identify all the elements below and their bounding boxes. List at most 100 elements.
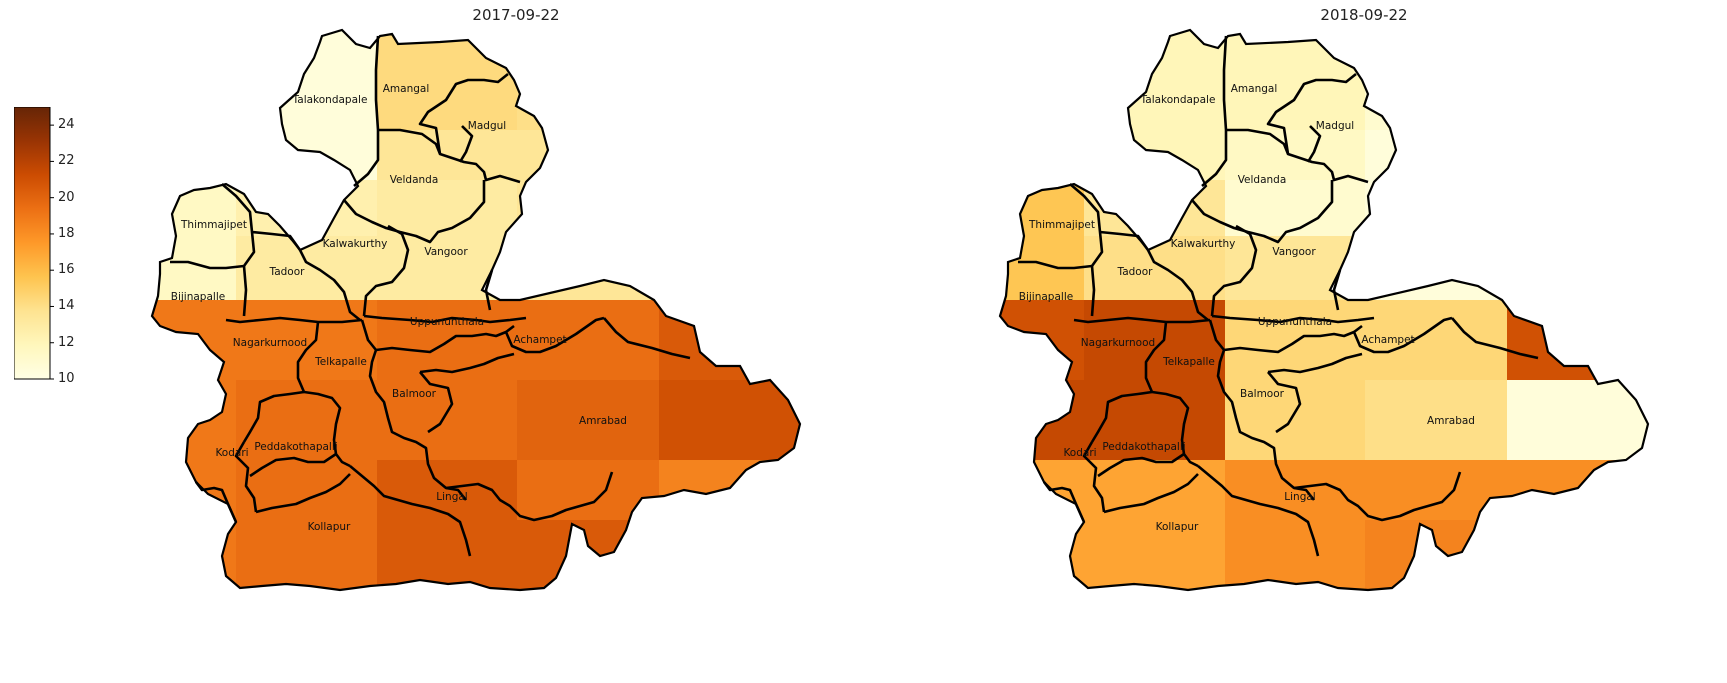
district-label-bijinapalle: Bijinapalle: [171, 291, 225, 303]
heat-cell: [659, 460, 800, 520]
district-label-amrabad: Amrabad: [1427, 415, 1475, 427]
district-labels-right: Talakondapale Amangal Madgul Veldanda Thimma…: [1019, 83, 1475, 533]
district-border: [255, 473, 351, 514]
district-border: [1208, 319, 1316, 501]
district-label-talakondapale: Talakondapale: [292, 94, 368, 106]
colorbar-tick-label: 16: [58, 262, 75, 278]
heat-cells-left: [0, 30, 800, 590]
colorbar-tick-label: 22: [58, 153, 75, 169]
district-border: [1073, 316, 1211, 324]
district-label-peddakothapalli: Peddakothapalli: [1102, 441, 1185, 453]
heat-cell: [236, 130, 377, 180]
district-border: [242, 390, 305, 443]
heat-cells-right: [848, 30, 1648, 590]
colorbar-tick-label: 10: [58, 371, 75, 386]
heat-cell: [377, 380, 517, 460]
district-border: [362, 224, 410, 317]
district-label-vangoor: Vangoor: [424, 246, 468, 258]
district-label-uppununthala: Uppununthala: [1258, 316, 1332, 328]
district-label-peddakothapalli: Peddakothapalli: [254, 441, 337, 453]
district-label-madgul: Madgul: [1316, 120, 1354, 132]
district-label-tadoor: Tadoor: [1117, 266, 1154, 278]
heat-cell: [1507, 300, 1648, 380]
district-label-vangoor: Vangoor: [1272, 246, 1316, 258]
district-border: [484, 269, 494, 311]
heat-cell: [1084, 520, 1225, 590]
district-label-thimmajipet: Thimmajipet: [180, 219, 247, 231]
heat-cell: [848, 460, 998, 520]
heat-cell: [1507, 520, 1648, 590]
district-border: [1018, 183, 1104, 270]
heat-cell: [517, 380, 659, 460]
district-border: [242, 265, 248, 317]
district-border: [378, 128, 521, 184]
district-border: [1267, 371, 1302, 434]
district-border: [1146, 249, 1209, 322]
heat-cell: [848, 300, 998, 380]
heat-cell: [517, 130, 659, 180]
district-label-nagarkurnood: Nagarkurnood: [233, 337, 307, 349]
district-label-tadoor: Tadoor: [269, 266, 306, 278]
heat-cell: [659, 130, 800, 180]
district-border: [1090, 390, 1153, 443]
district-border: [1191, 180, 1334, 244]
district-border: [445, 471, 614, 522]
district-label-nagarkurnood: Nagarkurnood: [1081, 337, 1155, 349]
heat-cell: [659, 180, 800, 236]
district-label-veldanda: Veldanda: [1238, 174, 1287, 186]
heat-cell: [659, 380, 800, 460]
district-border: [1293, 471, 1462, 522]
district-label-madgul: Madgul: [468, 120, 506, 132]
district-label-balmoor: Balmoor: [392, 388, 437, 400]
district-label-veldanda: Veldanda: [390, 174, 439, 186]
district-border: [1267, 352, 1363, 374]
district-border: [298, 249, 361, 322]
heat-cell: [659, 520, 800, 590]
district-border: [296, 321, 351, 468]
colorbar-tick-label: 24: [58, 117, 75, 133]
heat-cell: [1365, 460, 1507, 520]
heat-cell: [1365, 30, 1507, 130]
heat-cell: [377, 300, 517, 380]
heat-cell: [1365, 380, 1507, 460]
district-label-bijinapalle: Bijinapalle: [1019, 291, 1073, 303]
district-border: [1211, 314, 1375, 324]
district-label-balmoor: Balmoor: [1240, 388, 1285, 400]
district-borders-left: [170, 35, 691, 557]
district-label-telkapalle: Telkapalle: [1162, 356, 1215, 368]
colorbar-ticks: [50, 124, 54, 380]
district-border: [1451, 317, 1539, 360]
heat-cell: [1507, 236, 1648, 300]
colorbar: [14, 107, 54, 380]
heat-cell: [517, 300, 659, 380]
heat-cell: [659, 300, 800, 380]
heat-cell: [517, 460, 659, 520]
region-outline-right: [998, 28, 1650, 592]
district-border: [234, 441, 258, 513]
heat-cell: [1225, 520, 1365, 590]
heat-cell: [1507, 380, 1648, 460]
district-border: [1332, 269, 1342, 311]
district-label-achampet: Achampet: [1361, 334, 1414, 346]
district-border: [343, 180, 486, 244]
heat-cell: [1365, 130, 1507, 180]
heat-cell: [1225, 460, 1365, 520]
district-border: [1144, 321, 1199, 468]
heat-cell: [1225, 300, 1365, 380]
district-label-kalwakurthy: Kalwakurthy: [1171, 238, 1236, 250]
heat-cell: [659, 30, 800, 130]
heat-cell: [659, 236, 800, 300]
heat-cell: [1365, 180, 1507, 236]
district-label-achampet: Achampet: [513, 334, 566, 346]
heat-cell: [1084, 130, 1225, 180]
district-label-amangal: Amangal: [383, 83, 430, 95]
district-labels-left: Talakondapale Amangal Madgul Veldanda Thimma…: [171, 83, 627, 533]
heat-cell: [0, 460, 150, 520]
colorbar-gradient: [14, 107, 51, 380]
district-border: [225, 316, 363, 324]
district-border: [249, 452, 337, 478]
district-label-telkapalle: Telkapalle: [314, 356, 367, 368]
district-label-talakondapale: Talakondapale: [1140, 94, 1216, 106]
heat-cell: [0, 300, 150, 380]
map-right: Talakondapale Amangal Madgul Veldanda Thimma…: [848, 28, 1650, 592]
